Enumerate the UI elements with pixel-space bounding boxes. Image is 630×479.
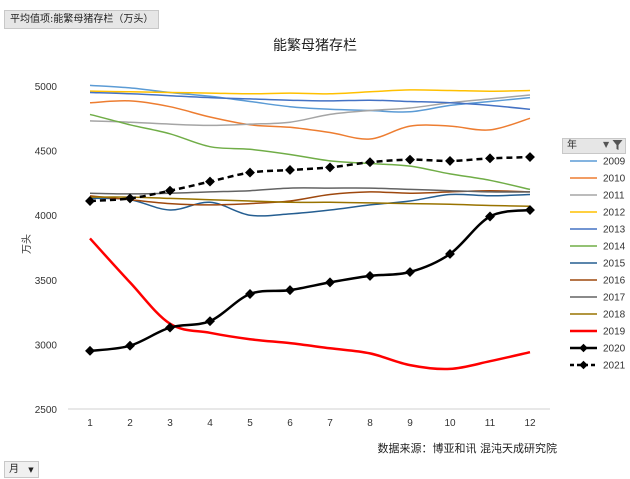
x-tick-label: 4 (207, 418, 213, 429)
legend-field-button[interactable]: 年 ▼ (562, 138, 626, 154)
series-line-2010 (89, 100, 531, 140)
y-tick-labels: 2500 3000 3500 4000 4500 5000 (35, 82, 58, 416)
legend: 2009 2010 2011 2012 2013 2014 2015 2016 2017 2018… (570, 157, 626, 372)
legend-label: 2019 (603, 327, 626, 338)
y-tick-label: 2500 (35, 405, 58, 416)
chart-title: 能繁母猪存栏 (273, 38, 357, 54)
legend-label: 2011 (603, 191, 625, 202)
data-point-2021 (405, 154, 415, 165)
data-point-2020 (285, 285, 295, 296)
dropdown-arrow-icon[interactable]: ▼ (28, 466, 34, 474)
data-point-2020 (125, 340, 135, 351)
series-line-2014 (89, 113, 531, 191)
filter-icon[interactable] (612, 139, 623, 151)
y-tick-label: 3500 (35, 276, 58, 287)
legend-label: 2010 (603, 174, 626, 185)
y-axis-label: 万头 (21, 234, 33, 254)
series-line-2016 (89, 189, 531, 206)
x-tick-label: 10 (444, 418, 456, 429)
data-point-2021 (325, 162, 335, 173)
pivot-field-button[interactable]: 平均值项:能繁母猪存栏（万头） (4, 10, 160, 29)
y-tick-label: 3000 (35, 340, 58, 351)
data-point-2020 (525, 205, 535, 215)
legend-marker (579, 343, 588, 353)
legend-label: 2016 (603, 276, 626, 287)
y-tick-label: 4500 (35, 147, 58, 158)
legend-label: 2020 (603, 344, 626, 355)
data-point-2020 (325, 277, 335, 288)
y-tick-label: 5000 (35, 82, 58, 93)
field-button-label: 平均值项:能繁母猪存栏（万头） (10, 14, 154, 25)
data-point-2020 (85, 345, 95, 356)
series-line-2017 (89, 187, 531, 195)
series-line-2012 (89, 89, 531, 95)
data-point-2020 (405, 267, 415, 277)
data-point-2021 (125, 193, 135, 204)
x-tick-label: 7 (327, 418, 333, 429)
legend-label: 2009 (603, 157, 626, 168)
x-tick-label: 5 (247, 418, 253, 429)
axis-field-label: 月 (9, 464, 19, 475)
series-line-2015 (89, 193, 531, 217)
x-tick-labels: 1 2 3 4 5 6 7 8 9 10 11 12 (87, 418, 536, 429)
data-point-2021 (285, 165, 295, 175)
data-point-2020 (365, 270, 375, 281)
series-line-2011 (89, 94, 531, 127)
series-line-2020 (89, 208, 531, 353)
data-point-2021 (445, 155, 455, 166)
x-tick-label: 8 (367, 418, 373, 429)
data-point-2021 (165, 185, 175, 196)
x-tick-label: 3 (167, 418, 173, 429)
data-point-2021 (525, 152, 535, 163)
x-tick-label: 2 (127, 418, 133, 429)
data-point-2021 (365, 157, 375, 168)
legend-label: 2014 (603, 242, 626, 253)
source-note: 数据来源：博亚和讯 混沌天成研究院 (378, 441, 558, 455)
legend-label: 2021 (603, 361, 626, 372)
legend-label: 2017 (603, 293, 626, 304)
data-point-2020 (485, 211, 495, 222)
data-point-2020 (165, 322, 175, 333)
legend-label: 2013 (603, 225, 626, 236)
y-tick-label: 4000 (35, 211, 58, 222)
data-point-2021 (85, 196, 95, 206)
legend-label: 2012 (603, 208, 626, 219)
series-line-2018 (89, 196, 531, 207)
legend-label: 2018 (603, 310, 626, 321)
x-tick-label: 6 (287, 418, 293, 429)
x-tick-label: 12 (524, 418, 536, 429)
series-lines (85, 84, 535, 371)
series-line-2021 (89, 155, 531, 203)
data-point-2020 (205, 316, 215, 327)
legend-marker (579, 360, 588, 370)
axis-field-button[interactable]: 月 ▼ (4, 461, 39, 478)
x-tick-label: 9 (407, 418, 413, 429)
legend-field-label: 年 (567, 140, 577, 151)
series-line-2019 (89, 237, 531, 371)
dropdown-arrow-icon[interactable]: ▼ (603, 140, 610, 149)
legend-label: 2015 (603, 259, 626, 270)
data-point-2020 (245, 289, 255, 299)
data-point-2021 (485, 153, 495, 164)
x-tick-label: 11 (485, 418, 496, 429)
data-point-2020 (445, 249, 455, 259)
data-point-2021 (205, 176, 215, 187)
series-line-2013 (89, 91, 531, 111)
data-point-2021 (245, 167, 255, 178)
x-tick-label: 1 (87, 418, 93, 429)
series-line-2009 (89, 84, 531, 113)
